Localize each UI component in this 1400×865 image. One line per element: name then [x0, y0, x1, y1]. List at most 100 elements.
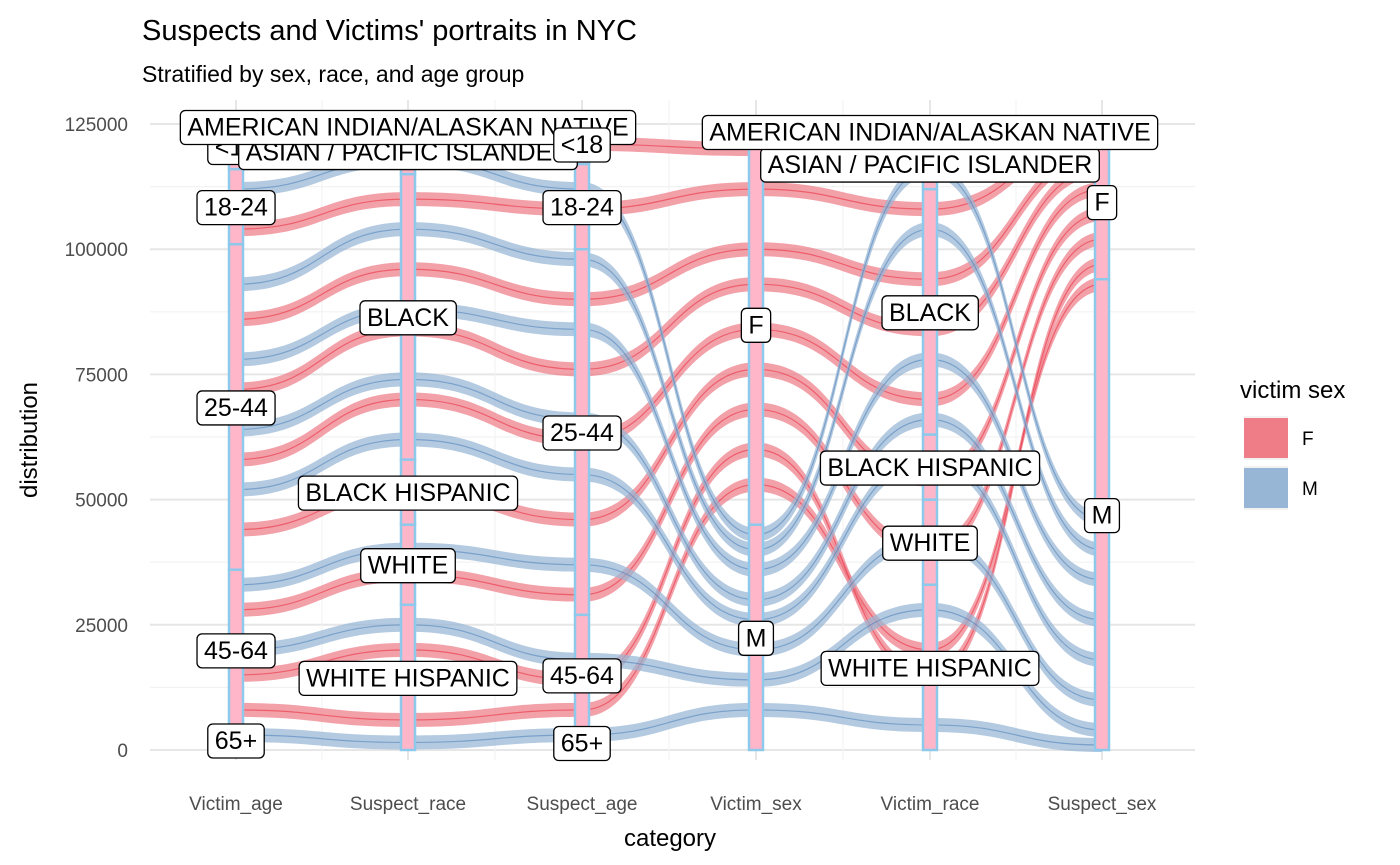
label-box [820, 650, 1040, 687]
stratum-label-victim_age: 18-24 [196, 189, 276, 226]
label-text: <18 [561, 131, 603, 159]
chart-title: Suspects and Victims' portraits in NYC [142, 15, 637, 47]
label-text: 18-24 [550, 194, 614, 222]
stratum-label-victim_sex: M [737, 620, 775, 656]
label-text: 45-64 [550, 662, 614, 690]
label-text: WHITE HISPANIC [828, 654, 1032, 682]
flow-band-m-7 [236, 432, 1102, 667]
label-text: 45-64 [204, 637, 268, 665]
x-tick-label: Victim_sex [710, 794, 802, 815]
label-text: WHITE [890, 529, 971, 557]
label-text: 25-44 [550, 419, 614, 447]
label-text: BLACK [889, 299, 971, 327]
flow-line-m-3 [235, 609, 1103, 731]
label-box [882, 525, 978, 561]
flow-band-m-9 [236, 372, 1102, 627]
stratum-label-suspect_race: WHITE HISPANIC [298, 660, 518, 697]
stratum-label-victim_race: AMERICAN INDIAN/ALASKAN NATIVE [701, 114, 1159, 151]
legend-items: FM [1244, 416, 1318, 510]
y-tick-label: 75000 [75, 365, 128, 386]
label-box [737, 620, 775, 656]
y-axis-title: distribution [16, 382, 43, 498]
stratum-label-suspect_sex: M [1083, 497, 1121, 534]
label-box [819, 450, 1041, 486]
flow-line-m-1 [235, 709, 1103, 746]
stratum-label-suspect_race: BLACK HISPANIC [297, 475, 519, 511]
stratum-label-suspect_age: 45-64 [542, 658, 622, 694]
y-tick-label: 125000 [65, 115, 128, 136]
label-box [881, 295, 979, 331]
stratum-label-suspect_age: 25-44 [542, 415, 622, 451]
x-axis: Victim_age Suspect_race Suspect_age Victim_… [189, 794, 1157, 815]
stratum-label-victim_race: ASIAN / PACIFIC ISLANDER [760, 147, 1100, 183]
stratum-label-suspect_sex: F [1086, 184, 1118, 221]
x-tick-label: Suspect_age [527, 794, 638, 815]
label-box [701, 114, 1159, 151]
x-axis-title: category [624, 825, 716, 852]
label-text: 18-24 [204, 194, 268, 222]
flow-line-f-12 [235, 153, 1103, 320]
x-tick-label: Victim_age [189, 794, 283, 815]
label-box [740, 307, 772, 343]
stratum-label-victim_race: BLACK HISPANIC [819, 450, 1041, 486]
label-text: M [1092, 502, 1113, 530]
label-text: F [1094, 189, 1109, 217]
x-tick-label: Suspect_sex [1048, 794, 1157, 815]
legend-label-m: M [1302, 479, 1318, 500]
label-box [298, 660, 518, 697]
stratum-label-suspect_age: 18-24 [542, 189, 622, 226]
label-text: WHITE [368, 552, 449, 580]
legend-title: victim sex [1240, 377, 1345, 404]
label-box [542, 189, 622, 226]
y-tick-label: 0 [117, 741, 128, 762]
stratum-label-suspect_age: <18 [553, 127, 611, 163]
flow-band-m-11 [236, 302, 1102, 587]
label-text: BLACK HISPANIC [305, 479, 510, 507]
legend: victim sex FM [1240, 377, 1345, 510]
label-box [297, 475, 519, 511]
flow-line-f-8 [235, 188, 1103, 461]
label-box [207, 723, 265, 759]
chart-subtitle: Stratified by sex, race, and age group [142, 61, 524, 87]
label-box [553, 127, 611, 163]
stratum-labels: 65+ 45-64 25-44 18-24 <18 WHITE HISPANIC WHITE… [179, 109, 1159, 762]
stratum-label-victim_race: BLACK [881, 295, 979, 331]
label-box [179, 109, 637, 146]
label-text: F [748, 311, 763, 339]
x-tick-label: Victim_race [881, 794, 980, 815]
y-tick-label: 25000 [75, 616, 128, 637]
label-text: 65+ [561, 729, 603, 757]
label-text: BLACK HISPANIC [827, 454, 1032, 482]
legend-swatch-m [1244, 468, 1288, 508]
y-axis: 0 25000 50000 75000 100000 125000 [65, 115, 128, 762]
label-text: ASIAN / PACIFIC ISLANDER [768, 151, 1093, 179]
label-box [359, 300, 457, 336]
stratum-label-victim_age: 25-44 [196, 390, 276, 426]
legend-swatch-f [1244, 418, 1288, 458]
stratum-label-victim_age: 65+ [207, 723, 265, 759]
stratum-label-victim_sex: F [740, 307, 772, 343]
x-tick-label: Suspect_race [350, 794, 466, 815]
y-tick-label: 50000 [75, 491, 128, 512]
label-box [1083, 497, 1121, 534]
label-box [542, 658, 622, 694]
stratum-label-suspect_race: BLACK [359, 300, 457, 336]
label-box [1086, 184, 1118, 221]
stratum-label-victim_race: WHITE HISPANIC [820, 650, 1040, 687]
label-text: AMERICAN INDIAN/ALASKAN NATIVE [709, 119, 1150, 147]
label-text: BLACK [367, 304, 449, 332]
legend-label-f: F [1302, 429, 1314, 450]
label-text: WHITE HISPANIC [306, 664, 510, 692]
label-box [196, 633, 276, 669]
flow-band-f-10 [236, 162, 1102, 397]
stratum-label-victim_age: 45-64 [196, 633, 276, 669]
label-box [196, 189, 276, 226]
y-tick-label: 100000 [65, 240, 128, 261]
flow-band-m-1 [236, 702, 1102, 752]
stratum-label-victim_race: WHITE [882, 525, 978, 561]
flow-band-f-12 [236, 147, 1102, 327]
label-text: 65+ [215, 727, 257, 755]
label-box [542, 415, 622, 451]
stratum-label-suspect_age: 65+ [553, 725, 611, 762]
